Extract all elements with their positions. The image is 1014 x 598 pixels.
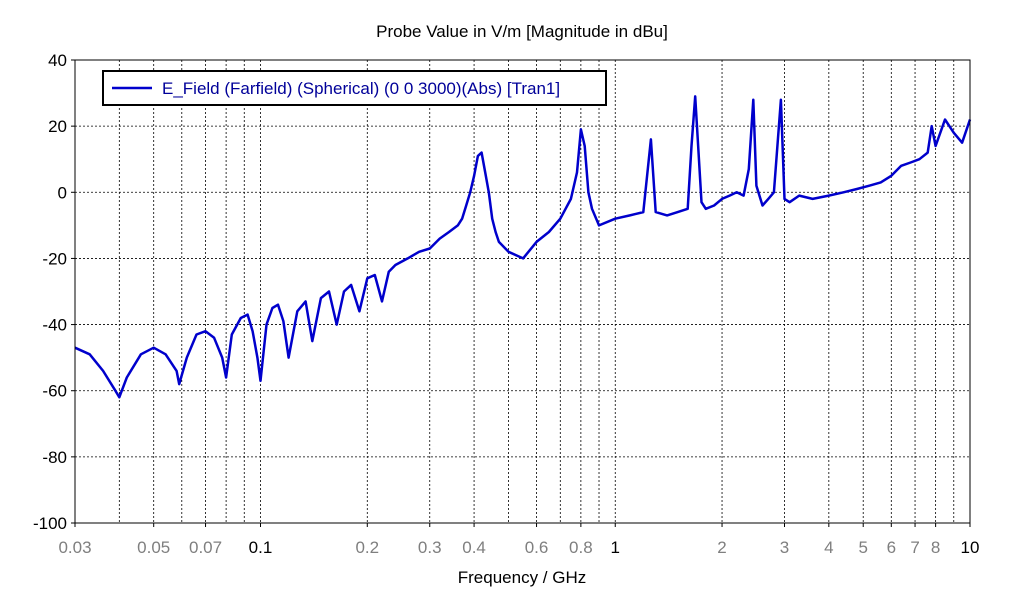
x-tick-label: 0.8 bbox=[569, 538, 593, 557]
y-tick-label: 0 bbox=[58, 183, 67, 202]
axes-layer: -100 -80 -60 -40 -20 0 20 40 0.03 0.05 0.07 0.1 0.2 0… bbox=[33, 51, 979, 557]
plot-frame bbox=[74, 59, 971, 524]
x-tick-label: 8 bbox=[931, 538, 940, 557]
y-tick-label: -20 bbox=[42, 249, 67, 268]
x-tick-label: 0.3 bbox=[418, 538, 442, 557]
x-tick-label: 0.05 bbox=[137, 538, 170, 557]
y-tick-label: 20 bbox=[48, 117, 67, 136]
legend-label: E_Field (Farfield) (Spherical) (0 0 3000… bbox=[162, 79, 560, 98]
x-tick-label: 1 bbox=[611, 538, 620, 557]
x-tick-label: 10 bbox=[961, 538, 980, 557]
y-tick-label: -80 bbox=[42, 448, 67, 467]
series-layer bbox=[74, 95, 972, 399]
x-tick-label: 7 bbox=[910, 538, 919, 557]
x-tick-label: 0.03 bbox=[58, 538, 91, 557]
x-tick-label: 2 bbox=[717, 538, 726, 557]
y-tick-label: -60 bbox=[42, 382, 67, 401]
series-line bbox=[74, 95, 972, 399]
x-tick-label: 0.4 bbox=[462, 538, 486, 557]
y-tick-label: 40 bbox=[48, 51, 67, 70]
x-tick-label: 0.1 bbox=[249, 538, 273, 557]
chart-title: Probe Value in V/m [Magnitude in dBu] bbox=[376, 22, 668, 41]
y-tick-label: -40 bbox=[42, 316, 67, 335]
x-tick-label: 5 bbox=[858, 538, 867, 557]
legend-layer: E_Field (Farfield) (Spherical) (0 0 3000… bbox=[102, 70, 607, 106]
x-tick-label: 3 bbox=[780, 538, 789, 557]
y-tick-label: -100 bbox=[33, 514, 67, 533]
x-tick-label: 6 bbox=[887, 538, 896, 557]
x-tick-label: 4 bbox=[824, 538, 833, 557]
x-tick-label: 0.07 bbox=[189, 538, 222, 557]
x-axis-label: Frequency / GHz bbox=[458, 568, 587, 587]
x-tick-label: 0.6 bbox=[525, 538, 549, 557]
legend-box bbox=[102, 70, 607, 106]
x-tick-label: 0.2 bbox=[355, 538, 379, 557]
grid-layer bbox=[75, 60, 970, 523]
